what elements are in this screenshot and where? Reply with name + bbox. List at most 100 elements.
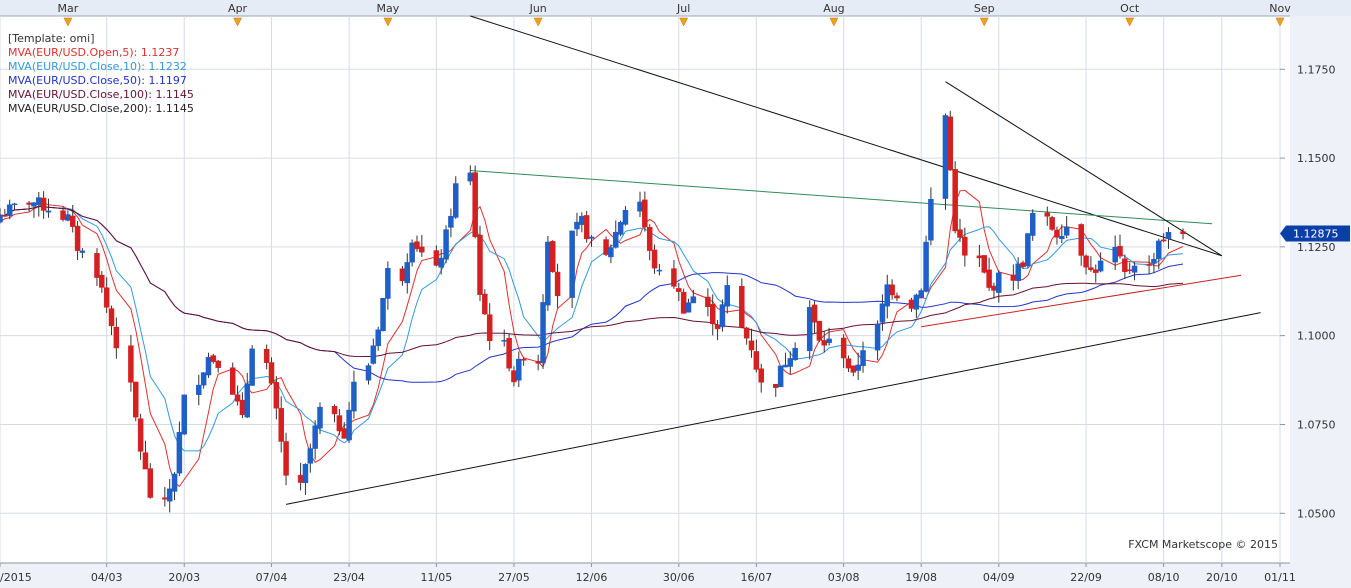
candle-up [346, 409, 352, 441]
candle-down [99, 274, 105, 288]
candle-down [1010, 274, 1017, 281]
candle-up [569, 230, 575, 298]
candle-down [336, 415, 343, 432]
candle-down [239, 399, 246, 416]
x-tick-label: 27/05 [498, 571, 530, 584]
ma-close-100-line [0, 205, 1184, 358]
candle-up [196, 384, 202, 395]
candle-up [685, 302, 692, 313]
candle-down [976, 255, 983, 259]
month-label: Nov [1269, 2, 1291, 15]
candle-down [26, 202, 32, 205]
y-axis-labels: 1.0500 1.0750 1.1000 1.1250 1.1500 1.1750 [1280, 63, 1336, 520]
legend-close-50: MVA(EUR/USD.Close,50): 1.1197 [8, 74, 187, 87]
candle-up [409, 242, 415, 263]
y-tick-label: 1.1000 [1297, 330, 1336, 343]
candle-down [215, 360, 221, 368]
candle-down [113, 326, 120, 349]
candle-up [1097, 260, 1104, 272]
indicator-legend: [Template: omi] MVA(EUR/USD.Open,5): 1.1… [8, 32, 194, 115]
candle-up [637, 201, 643, 212]
candle-down [1122, 258, 1128, 272]
candle-down [1044, 212, 1051, 217]
candle-up [31, 202, 37, 207]
candle-up [375, 329, 381, 347]
y-tick-label: 1.1250 [1297, 241, 1336, 254]
candle-up [1156, 240, 1162, 260]
candle-up [1112, 246, 1118, 263]
candle-up [787, 358, 794, 367]
candle-down [1054, 229, 1060, 238]
candle-down [511, 370, 517, 383]
candle-down [583, 215, 590, 240]
x-tick-label: 19/08 [905, 571, 937, 584]
candle-down [651, 249, 658, 269]
candle-up [782, 364, 789, 368]
candle-down [482, 293, 488, 315]
candle-down [894, 295, 900, 299]
candle-down [840, 337, 847, 359]
candle-up [996, 272, 1002, 293]
candle-down [646, 227, 653, 251]
candle-up [302, 463, 309, 484]
candle-down [108, 308, 115, 327]
candle-up [65, 214, 71, 221]
x-tick-label: 12/06 [576, 571, 608, 584]
candle-up [574, 221, 580, 230]
candle-up [690, 296, 697, 304]
candle-up [913, 294, 920, 310]
candle-up [579, 215, 585, 225]
candle-down [821, 340, 827, 346]
candle-down [962, 236, 968, 256]
candle-down [908, 299, 915, 309]
x-tick-label: 30/06 [663, 571, 695, 584]
legend-close-10: MVA(EUR/USD.Close,10): 1.1232 [8, 60, 187, 73]
price-tag-box [1280, 225, 1350, 242]
x-tick-label: 11/05 [421, 571, 453, 584]
y-axis-panel [1290, 16, 1351, 588]
candle-down [714, 324, 721, 330]
trendline [470, 170, 1213, 225]
candle-up [6, 204, 13, 216]
candle-up [45, 210, 52, 213]
candle-down [399, 268, 406, 282]
x-tick-label: 04/03 [91, 571, 123, 584]
candle-up [884, 284, 891, 307]
candle-up [365, 365, 372, 381]
candle-up [855, 364, 861, 371]
trendline [285, 312, 1261, 505]
candle-up [540, 302, 546, 364]
candle-up [923, 241, 929, 292]
candle-up [516, 358, 522, 381]
month-strip [0, 0, 1351, 16]
candle-up [205, 356, 212, 376]
candle-down [753, 351, 760, 370]
candle-up [11, 203, 18, 206]
candle-up [0, 214, 3, 223]
y-tick-label: 1.0500 [1297, 507, 1336, 520]
candle-up [351, 381, 357, 412]
candle-up [36, 197, 42, 205]
candle-down [419, 246, 425, 253]
candle-down [773, 383, 779, 388]
candle-down [234, 394, 241, 402]
candle-up [792, 347, 798, 360]
month-marker-icon [829, 17, 839, 27]
candle-down [1093, 269, 1099, 273]
candle-down [2, 215, 8, 217]
legend-close-200: MVA(EUR/USD.Close,200): 1.1145 [8, 102, 194, 115]
candle-down [680, 291, 687, 314]
ma-close-10-line [0, 205, 1184, 452]
candle-up [1015, 263, 1021, 281]
x-axis-labels: 10/02/2015 04/03 20/03 07/04 23/04 11/05 27/05… [0, 563, 1296, 584]
candle-up [622, 209, 629, 225]
candle-up [617, 222, 624, 235]
candle-up [448, 215, 454, 228]
candle-down [850, 365, 857, 373]
candle-down [554, 271, 561, 297]
candle-up [176, 432, 183, 474]
month-marker-icon [679, 17, 689, 27]
candle-down [748, 340, 755, 351]
candle-down [137, 418, 144, 452]
